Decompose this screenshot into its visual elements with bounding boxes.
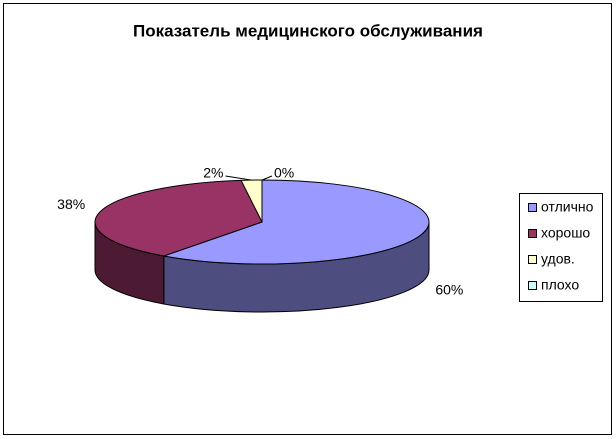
legend-swatch [528, 255, 537, 264]
legend-label: хорошо [541, 225, 590, 241]
data-label: 38% [57, 196, 85, 212]
slice-top [94, 179, 263, 257]
slice-top [161, 179, 430, 265]
leader-line [261, 175, 273, 181]
legend-label: плохо [541, 277, 579, 293]
data-label: 0% [274, 165, 294, 181]
chart-title: Показатель медицинского обслуживания [133, 21, 483, 40]
legend-swatch [528, 203, 537, 212]
legend-label: удов. [541, 251, 575, 267]
slice [94, 179, 263, 305]
data-label: 2% [203, 165, 223, 181]
legend-swatch [528, 281, 537, 290]
legend-label: отлично [541, 199, 594, 215]
data-label: 60% [435, 281, 463, 297]
leader-line [225, 175, 252, 181]
legend-swatch [528, 229, 537, 238]
